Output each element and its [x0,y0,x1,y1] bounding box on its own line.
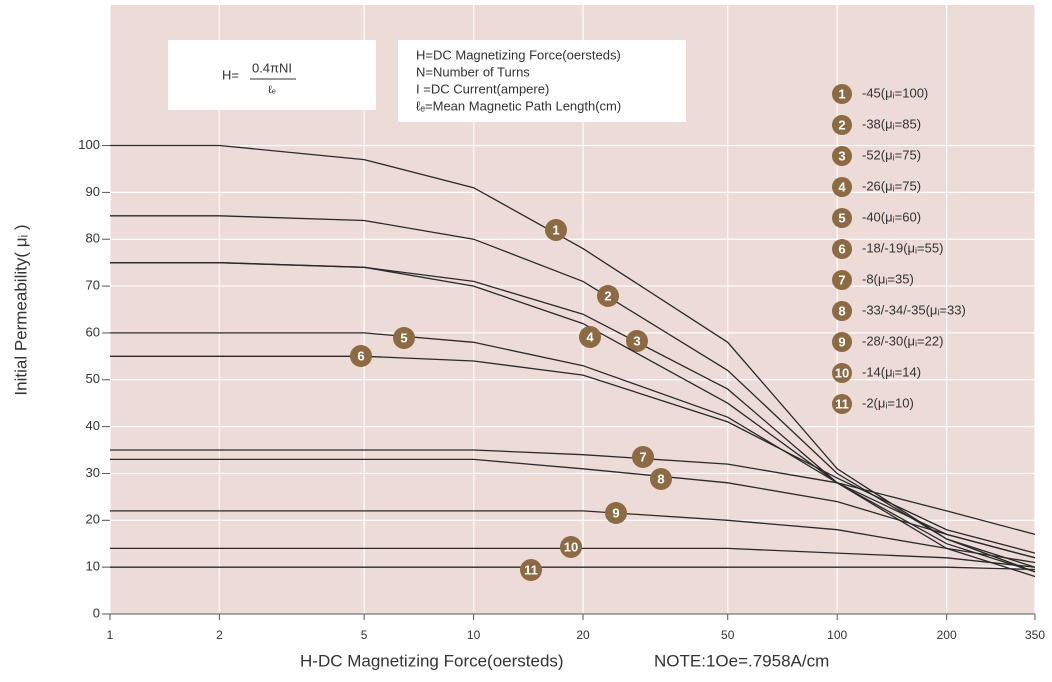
legend-marker [832,363,852,383]
legend-marker [832,208,852,228]
legend-label: -2(μᵢ=10) [862,395,914,410]
y-tick-label: 100 [78,137,100,152]
curve-marker [605,502,627,524]
curve-marker [560,536,582,558]
y-tick-label: 80 [86,231,100,246]
note: NOTE:1Oe=.7958A/cm [654,651,829,670]
curve [110,332,1036,559]
x-tick-label: 1 [107,628,114,642]
legend-label: -18/-19(μᵢ=55) [862,240,943,255]
legend-marker [832,115,852,135]
curve-marker [393,327,415,349]
y-tick-label: 60 [86,324,100,339]
legend-marker [832,146,852,166]
legend-label: -33/-34/-35(μᵢ=33) [862,302,966,317]
y-tick-label: 50 [86,371,100,386]
y-tick-label: 20 [86,512,100,527]
legend-label: -38(μᵢ=85) [862,116,921,131]
curve [110,547,1036,568]
legend-marker-label: 5 [838,210,845,225]
legend-marker [832,332,852,352]
y-tick-label: 40 [86,418,100,433]
legend-marker-label: 3 [838,148,845,163]
y-tick-label: 0 [93,605,100,620]
formula-box [168,40,376,110]
y-tick-label: 70 [86,278,100,293]
legend-marker [832,84,852,104]
legend-marker [832,301,852,321]
legend-label: -8(μᵢ=35) [862,271,914,286]
curve-marker [626,330,648,352]
y-tick-label: 30 [86,465,100,480]
legend-marker [832,239,852,259]
definition: I =DC Current(ampere) [416,81,549,96]
legend-marker-label: 10 [835,365,849,380]
curve-marker-label: 4 [586,329,594,344]
formula-denominator: ℓₑ [268,84,276,96]
x-tick-label: 350 [1025,628,1045,642]
curve-marker-label: 9 [612,505,619,520]
curve [110,510,1036,564]
curve-marker [597,285,619,307]
x-tick-label: 2 [216,628,223,642]
curve [110,144,1036,573]
legend-label: -26(μᵢ=75) [862,178,921,193]
curve-marker-label: 10 [564,539,578,554]
x-tick-label: 50 [721,628,735,642]
legend-marker-label: 11 [835,396,849,411]
y-tick-label: 90 [86,184,100,199]
curve-marker-label: 6 [357,348,364,363]
legend-marker-label: 2 [838,117,845,132]
x-axis-label: H-DC Magnetizing Force(oersteds) [300,651,564,670]
curve [110,449,1036,536]
x-tick-label: 200 [937,628,957,642]
y-axis-label: Initial Permeability( μᵢ ) [11,224,30,395]
x-tick-label: 20 [576,628,590,642]
legend-marker-label: 6 [838,241,845,256]
curve-marker-label: 3 [633,333,640,348]
legend-label: -52(μᵢ=75) [862,147,921,162]
curve [110,355,1036,554]
x-tick-label: 100 [827,628,847,642]
formula-lhs: H= [222,67,239,82]
y-tick-label: 10 [86,559,100,574]
definition: N=Number of Turns [416,64,530,79]
legend-marker [832,177,852,197]
curve-marker [579,326,601,348]
definition: H=DC Magnetizing Force(oersteds) [416,47,621,62]
curve-marker-label: 1 [552,222,559,237]
legend-marker-label: 1 [838,86,845,101]
curve-marker [350,345,372,367]
x-tick-label: 5 [361,628,368,642]
legend-marker [832,394,852,414]
legend-marker-label: 7 [838,272,845,287]
curve-marker-label: 11 [524,562,538,577]
curve [110,458,1036,559]
curve-marker-label: 8 [657,471,664,486]
curve-marker [545,219,567,241]
curve [110,566,1036,571]
legend-marker [832,270,852,290]
curve-marker-label: 7 [639,449,646,464]
legend-marker-label: 9 [838,334,845,349]
curve-marker [632,446,654,468]
legend-label: -40(μᵢ=60) [862,209,921,224]
curve-marker [650,468,672,490]
curve-marker-label: 2 [604,288,611,303]
legend-label: -28/-30(μᵢ=22) [862,333,943,348]
definitions-box [398,40,686,122]
formula-numerator: 0.4πNI [252,60,292,75]
curve-marker-label: 5 [400,330,407,345]
legend-label: -14(μᵢ=14) [862,364,921,379]
x-tick-label: 10 [467,628,481,642]
legend-marker-label: 4 [838,179,846,194]
curve-marker [520,559,542,581]
legend-label: -45(μᵢ=100) [862,85,928,100]
legend-marker-label: 8 [838,303,845,318]
definition: ℓₑ=Mean Magnetic Path Length(cm) [416,98,621,113]
